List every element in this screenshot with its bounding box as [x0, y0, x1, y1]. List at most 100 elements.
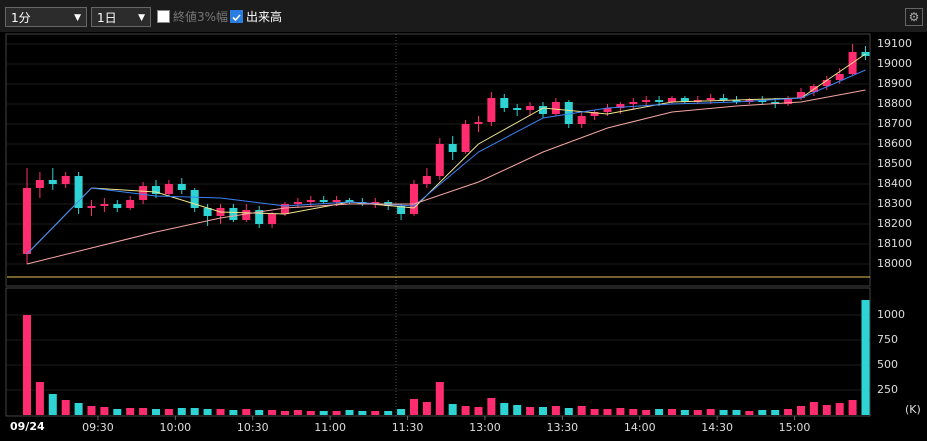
volume-bar: [642, 410, 651, 415]
volume-bar: [48, 394, 57, 415]
candle-body: [22, 188, 31, 254]
checkbox[interactable]: [157, 10, 170, 23]
volume-bar: [822, 405, 831, 415]
candle-body: [229, 208, 238, 220]
volume-bar: [345, 410, 354, 415]
interval-text: 1分: [11, 11, 31, 25]
volume-bar: [409, 399, 418, 415]
candle-body: [771, 102, 780, 104]
volume-bar: [835, 403, 844, 415]
volume-bar: [667, 409, 676, 415]
volume-bar: [268, 410, 277, 415]
candle-body: [151, 186, 160, 194]
y-tick-label: 18600: [877, 137, 912, 150]
volume-bar: [655, 409, 664, 415]
option-label: 終値3%幅: [173, 10, 229, 24]
candle-body: [732, 100, 741, 102]
volume-bar: [280, 411, 289, 415]
volume-bar: [551, 406, 560, 415]
candle-body: [293, 202, 302, 204]
volume-bar: [487, 398, 496, 415]
candle-body: [397, 206, 406, 214]
candle-body: [551, 102, 560, 114]
close-range-toggle[interactable]: 終値3%幅: [157, 9, 228, 25]
candle-body: [100, 204, 109, 206]
volume-bar: [87, 406, 96, 415]
candle-body: [139, 186, 148, 200]
candle-body: [680, 98, 689, 102]
candle-body: [242, 210, 251, 220]
volume-bar: [861, 300, 870, 415]
candle-body: [784, 98, 793, 104]
y-tick-label: 18100: [877, 237, 912, 250]
x-tick-label: 10:00: [159, 421, 191, 434]
volume-bar: [629, 409, 638, 415]
volume-bar: [784, 409, 793, 415]
option-label: 出来高: [246, 10, 283, 24]
volume-bar: [203, 409, 212, 415]
volume-bar: [461, 406, 470, 415]
candle-body: [164, 184, 173, 194]
volume-bar: [229, 410, 238, 415]
candle-body: [319, 200, 328, 202]
volume-bar: [113, 409, 122, 415]
candle-body: [332, 200, 341, 202]
volume-bar: [164, 409, 173, 415]
x-tick-label: 14:30: [701, 421, 733, 434]
candle-body: [526, 106, 535, 110]
volume-bar: [151, 409, 160, 415]
volume-bar: [448, 404, 457, 415]
candle-body: [126, 200, 135, 208]
candle-body: [603, 108, 612, 112]
range-select[interactable]: 1日 ▼: [91, 7, 151, 27]
volume-bar: [796, 406, 805, 415]
volume-toggle[interactable]: 出来高: [230, 9, 282, 25]
candle-body: [577, 116, 586, 124]
volume-bar: [177, 408, 186, 415]
candle-body: [474, 122, 483, 124]
volume-bar: [74, 403, 83, 415]
volume-bar: [332, 411, 341, 415]
moving-average: [26, 89, 866, 265]
x-tick-label: 10:30: [237, 421, 269, 434]
candle-body: [835, 74, 844, 80]
toolbar: 1分 ▼ 1日 ▼ 終値3%幅 出来高 ⚙: [0, 0, 927, 32]
volume-bar: [500, 403, 509, 415]
volume-bar: [538, 407, 547, 415]
volume-bar: [848, 400, 857, 415]
volume-bar: [319, 411, 328, 415]
interval-select[interactable]: 1分 ▼: [5, 7, 87, 27]
y-tick-label: 18700: [877, 117, 912, 130]
volume-bar: [190, 408, 199, 415]
candle-body: [590, 112, 599, 116]
y-tick-label: 18300: [877, 197, 912, 210]
date-label: 09/24: [10, 420, 45, 433]
candle-body: [61, 176, 70, 184]
candle-body: [306, 200, 315, 202]
candle-body: [280, 204, 289, 214]
y-tick-label: 18200: [877, 217, 912, 230]
volume-bar: [526, 407, 535, 415]
candle-body: [487, 98, 496, 122]
volume-bar: [564, 408, 573, 415]
volume-bar: [242, 409, 251, 415]
checkbox[interactable]: [230, 10, 243, 23]
volume-bar: [732, 410, 741, 415]
candle-body: [616, 104, 625, 108]
unit-label: (K): [905, 403, 921, 416]
candle-body: [564, 102, 573, 124]
candle-body: [345, 200, 354, 202]
candle-body: [448, 144, 457, 152]
volume-bar: [706, 409, 715, 415]
candle-body: [268, 214, 277, 224]
volume-bar: [293, 410, 302, 415]
candle-body: [706, 98, 715, 100]
volume-bar: [255, 410, 264, 415]
candle-body: [203, 208, 212, 216]
volume-bar: [693, 410, 702, 415]
y-tick-label: 18500: [877, 157, 912, 170]
candle-body: [435, 144, 444, 176]
volume-bar: [603, 409, 612, 415]
settings-button[interactable]: ⚙: [905, 8, 923, 26]
